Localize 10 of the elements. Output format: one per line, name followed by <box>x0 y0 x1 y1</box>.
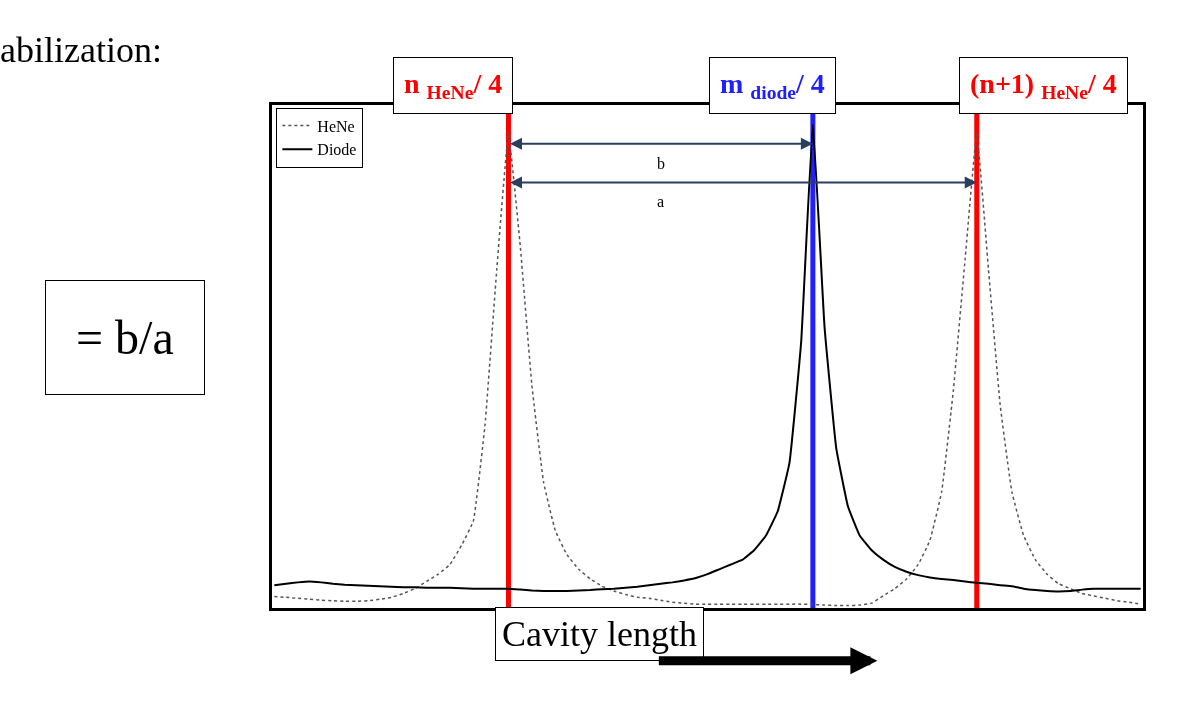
annotation: b <box>657 155 665 172</box>
text: m $_{diode}$/ 4 <box>720 68 825 103</box>
legend-label: HeNe <box>317 117 355 135</box>
x-axis-title: Cavity length <box>502 614 697 654</box>
text: = b/a <box>76 311 174 364</box>
annotation: a <box>657 193 665 210</box>
legend-label: Diode <box>317 141 357 159</box>
text: abilization: <box>0 30 162 70</box>
text: n $_{HeNe}$/ 4 <box>404 68 503 103</box>
text: (n+1) $_{HeNe}$/ 4 <box>970 68 1117 103</box>
